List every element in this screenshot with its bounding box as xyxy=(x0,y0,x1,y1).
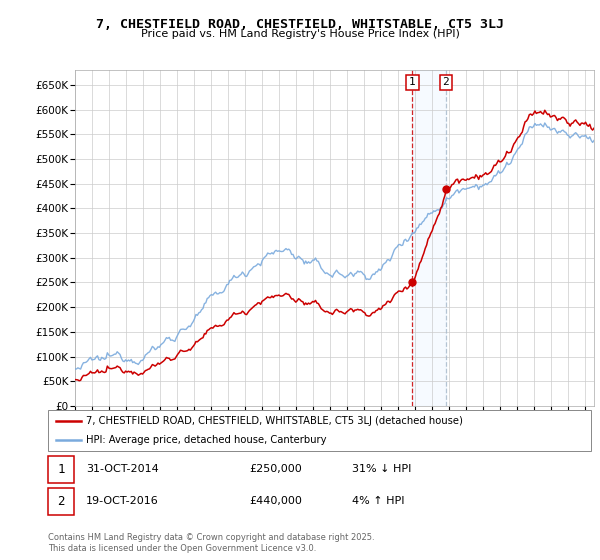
Text: 1: 1 xyxy=(409,77,416,87)
Bar xyxy=(412,70,446,406)
Text: 4% ↑ HPI: 4% ↑ HPI xyxy=(352,496,404,506)
Text: £250,000: £250,000 xyxy=(249,464,302,474)
Text: 31% ↓ HPI: 31% ↓ HPI xyxy=(352,464,412,474)
Bar xyxy=(48,455,74,483)
Text: HPI: Average price, detached house, Canterbury: HPI: Average price, detached house, Cant… xyxy=(86,435,326,445)
Text: 2: 2 xyxy=(442,77,449,87)
Text: 2: 2 xyxy=(57,494,65,508)
Bar xyxy=(48,488,74,515)
Text: 7, CHESTFIELD ROAD, CHESTFIELD, WHITSTABLE, CT5 3LJ (detached house): 7, CHESTFIELD ROAD, CHESTFIELD, WHITSTAB… xyxy=(86,417,463,426)
Text: 31-OCT-2014: 31-OCT-2014 xyxy=(86,464,159,474)
Text: 7, CHESTFIELD ROAD, CHESTFIELD, WHITSTABLE, CT5 3LJ: 7, CHESTFIELD ROAD, CHESTFIELD, WHITSTAB… xyxy=(96,18,504,31)
Text: 1: 1 xyxy=(57,463,65,475)
Text: 19-OCT-2016: 19-OCT-2016 xyxy=(86,496,159,506)
Text: Contains HM Land Registry data © Crown copyright and database right 2025.
This d: Contains HM Land Registry data © Crown c… xyxy=(48,533,374,553)
Text: £440,000: £440,000 xyxy=(249,496,302,506)
Text: Price paid vs. HM Land Registry's House Price Index (HPI): Price paid vs. HM Land Registry's House … xyxy=(140,29,460,39)
